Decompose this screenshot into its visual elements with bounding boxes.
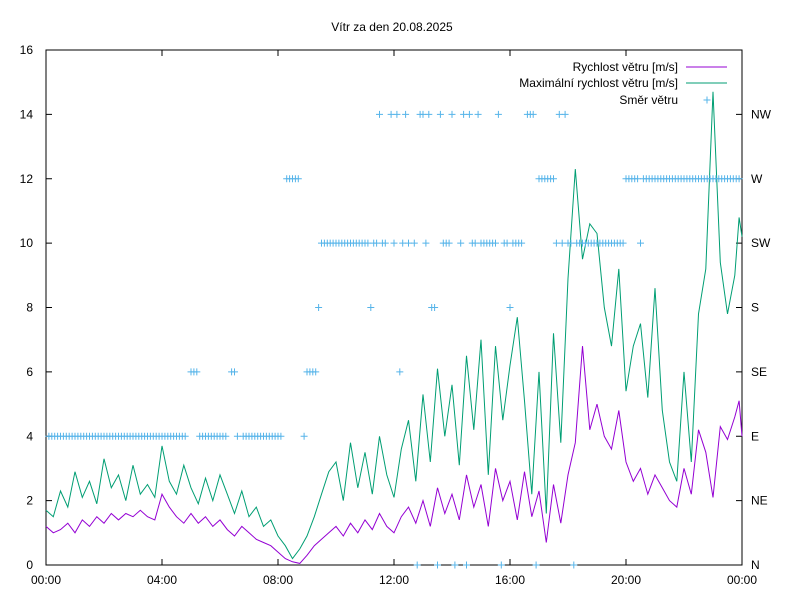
y-tick-label: 4 [26,429,33,443]
direction-point [376,110,383,118]
direction-point [474,110,482,118]
direction-point [413,561,421,569]
x-tick-label: 00:00 [727,573,757,587]
direction-point [457,239,465,247]
direction-point [436,110,444,118]
direction-point [277,432,285,440]
direction-point [570,561,578,569]
x-tick-label: 04:00 [147,573,177,587]
direction-point [367,304,375,311]
series-layer [45,91,743,569]
direction-point [390,239,398,247]
direction-point [300,432,308,440]
x-tick-label: 08:00 [263,573,293,587]
series-line [45,346,743,564]
y-tick-label: 16 [20,43,34,57]
direction-point [410,239,418,247]
direction-point [431,304,439,311]
x-tick-label: 00:00 [31,573,61,587]
direction-point [181,432,189,440]
legend: Rychlost větru [m/s] Maximální rychlost v… [519,60,727,107]
direction-point [735,175,743,183]
y2-tick-label: NW [751,107,772,121]
y-tick-label: 6 [26,365,33,379]
chart-title: Vítr za den 20.08.2025 [331,20,453,34]
legend-label: Směr větru [619,93,678,107]
direction-point [315,304,323,311]
series-line [45,91,743,560]
direction-point [193,368,201,376]
direction-point [425,110,433,118]
series-2 [45,110,743,569]
plot-frame [45,49,743,566]
direction-point [619,239,627,247]
direction-point [434,561,441,569]
direction-point [381,239,389,247]
y2-tick-label: N [751,558,760,572]
direction-point [448,110,456,118]
axes: 00:00 04:00 08:00 12:00 16:00 20:00 00:0002468… [20,43,772,587]
y-tick-label: 12 [20,172,34,186]
direction-point [518,239,526,247]
direction-point [463,561,470,569]
direction-point [393,110,401,118]
x-tick-label: 16:00 [495,573,525,587]
y2-tick-label: E [751,429,759,443]
direction-point [294,175,302,183]
direction-point [222,432,230,440]
direction-point [492,239,499,247]
direction-point [637,239,644,247]
direction-point [445,239,453,247]
x-tick-label: 20:00 [611,573,641,587]
y-tick-label: 8 [26,301,33,315]
y-tick-label: 14 [20,107,34,121]
direction-point [396,368,404,376]
direction-point [312,368,320,376]
y-tick-label: 10 [20,236,34,250]
series-0 [45,346,743,564]
direction-point [402,110,410,118]
direction-point [451,561,459,569]
legend-swatch [703,96,711,104]
y-tick-label: 0 [26,558,33,572]
direction-point [494,110,502,118]
direction-point [561,110,569,118]
direction-point [529,110,537,118]
direction-point [422,239,430,247]
direction-point [465,110,473,118]
direction-point [532,561,540,569]
legend-label: Rychlost větru [m/s] [573,60,678,74]
y2-tick-label: SW [751,236,771,250]
y2-tick-label: W [751,172,763,186]
y2-tick-label: NE [751,494,768,508]
x-tick-label: 12:00 [379,573,409,587]
direction-point [497,561,505,569]
y2-tick-label: S [751,301,759,315]
direction-point [550,175,557,183]
direction-point [231,368,238,376]
y-tick-label: 2 [26,494,33,508]
direction-point [506,304,514,311]
legend-label: Maximální rychlost větru [m/s] [519,76,678,90]
y2-tick-label: SE [751,365,767,379]
series-1 [45,91,743,560]
